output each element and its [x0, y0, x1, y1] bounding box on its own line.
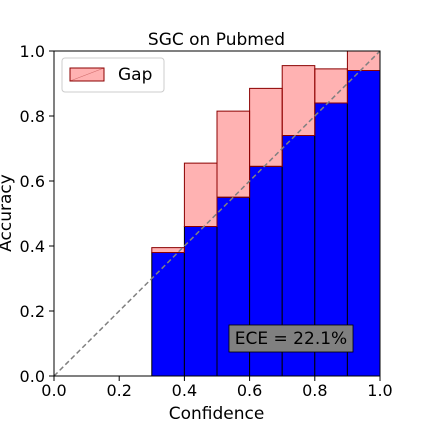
gap-bar	[249, 87, 283, 167]
ece-annotation: ECE = 22.1%	[228, 324, 354, 353]
legend-gap-swatch	[69, 67, 105, 82]
x-tick-label: 0.0	[41, 381, 66, 400]
y-tick-label: 1.0	[20, 42, 45, 61]
ece-annotation-text: ECE = 22.1%	[235, 329, 347, 349]
y-tick-label: 0.4	[20, 237, 45, 256]
annotation-box	[228, 324, 354, 353]
gap-bar	[151, 247, 185, 253]
legend-frame	[61, 57, 165, 93]
x-ticks: 0.0 0.2 0.4 0.6 0.8 1.0	[41, 376, 393, 400]
x-axis-label: Confidence	[169, 404, 265, 423]
x-tick-label: 1.0	[367, 381, 392, 400]
legend: Gap	[61, 57, 165, 93]
legend-entry-gap: Gap	[118, 65, 152, 85]
y-tick-label: 0.8	[20, 107, 45, 126]
y-tick-label: 0.2	[20, 302, 45, 321]
accuracy-bar	[151, 252, 185, 377]
accuracy-bar	[183, 226, 218, 377]
chart-title: SGC on Pubmed	[148, 30, 285, 50]
gap-bar	[314, 68, 348, 104]
x-tick-label: 0.2	[106, 381, 131, 400]
gap-bar	[281, 65, 316, 136]
y-ticks: 0.0 0.2 0.4 0.6 0.8 1.0	[20, 42, 54, 386]
gap-bar	[183, 162, 218, 227]
y-tick-label: 0.0	[20, 367, 45, 386]
y-axis-label: Accuracy	[0, 174, 16, 252]
diagonal-line	[53, 50, 381, 377]
plot-frame	[53, 50, 381, 377]
y-tick-label: 0.6	[20, 172, 45, 191]
x-tick-label: 0.6	[237, 381, 262, 400]
gap-bar	[346, 50, 381, 71]
gap-swatch	[69, 67, 105, 82]
x-tick-label: 0.8	[302, 381, 327, 400]
x-tick-label: 0.4	[172, 381, 197, 400]
gap-layer	[151, 50, 381, 253]
gap-bar	[216, 110, 251, 198]
